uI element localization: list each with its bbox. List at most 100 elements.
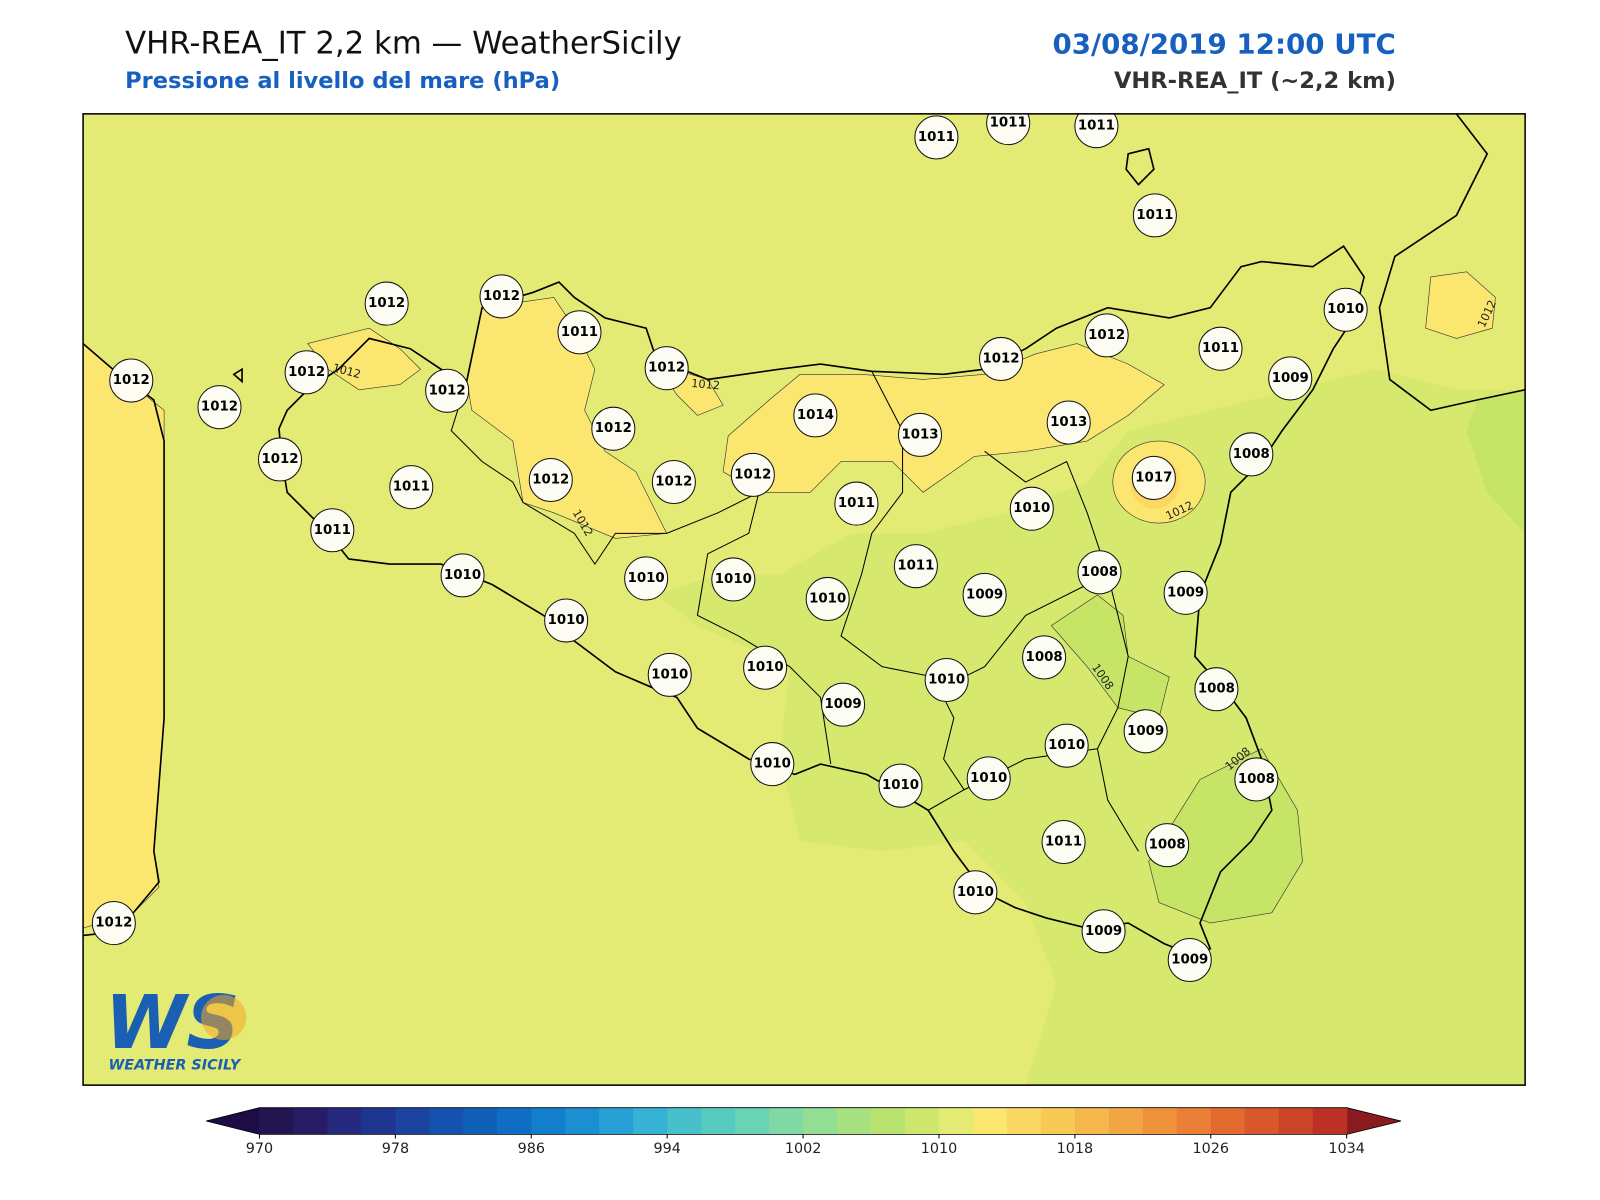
colorbar-segment [769, 1107, 804, 1135]
station-value: 1009 [1171, 953, 1208, 968]
station-value: 1012 [113, 373, 150, 388]
pressure-area [1425, 271, 1496, 339]
station-marker [962, 572, 1007, 617]
station-marker [1234, 757, 1279, 802]
colorbar-segment [803, 1107, 838, 1135]
station-marker [1044, 723, 1089, 768]
station: 1010 [878, 763, 923, 808]
colorbar-segment [463, 1107, 498, 1135]
colorbar-segment [395, 1107, 430, 1135]
colorbar-segment [1278, 1107, 1314, 1135]
station-value: 1010 [928, 673, 965, 688]
station: 1010 [1009, 486, 1054, 531]
station-marker [197, 385, 242, 430]
station-marker [1046, 400, 1091, 445]
station: 1012 [978, 336, 1024, 382]
station: 1010 [966, 756, 1011, 801]
station-marker [91, 901, 136, 946]
station-value: 1008 [1026, 650, 1063, 665]
station-value: 1012 [655, 475, 692, 490]
station: 1009 [1081, 909, 1126, 954]
station-marker [978, 336, 1024, 382]
colorbar-segment [1312, 1107, 1348, 1135]
colorbar-tick-label: 970 [246, 1141, 273, 1157]
pressure-area [83, 343, 165, 929]
station-marker [834, 481, 879, 526]
station-marker [1268, 356, 1313, 401]
colorbar-segment [565, 1107, 600, 1135]
station-marker [1009, 486, 1054, 531]
station: 1011 [1041, 819, 1086, 865]
station: 1009 [1163, 570, 1208, 615]
station-marker [1022, 635, 1067, 680]
station: 1009 [962, 572, 1007, 617]
station: 1011 [834, 481, 879, 526]
station: 1008 [1077, 550, 1122, 595]
station: 1011 [1074, 113, 1119, 149]
station: 1011 [914, 115, 959, 160]
station-value: 1011 [990, 116, 1027, 131]
station: 1011 [986, 113, 1031, 146]
colorbar-tick-label: 1034 [1328, 1141, 1365, 1157]
station-value: 1012 [1088, 328, 1125, 343]
station-marker [711, 557, 756, 602]
station: 1010 [711, 557, 756, 602]
station-marker [821, 682, 866, 727]
station: 1010 [743, 645, 788, 690]
station: 1010 [805, 576, 850, 622]
station: 1010 [1044, 723, 1089, 768]
station-marker [557, 310, 602, 355]
station-marker [364, 281, 409, 326]
station-marker [284, 350, 329, 395]
station-value: 1012 [982, 351, 1019, 366]
station-value: 1011 [897, 559, 934, 574]
station-value: 1012 [734, 467, 771, 482]
station-value: 1009 [1167, 585, 1204, 600]
colorbar: 970 978 986 994 1002 1010 1018 1026 1034 [206, 1107, 1402, 1157]
colorbar-tick-label: 978 [382, 1141, 409, 1157]
station-marker [440, 553, 485, 598]
station-marker [793, 393, 838, 438]
station-marker [1123, 709, 1168, 754]
datetime: 03/08/2019 12:00 UTC [1052, 27, 1395, 60]
station-value: 1012 [532, 473, 569, 488]
station-marker [644, 346, 689, 391]
station: 1017 [1131, 455, 1176, 500]
colorbar-segment [938, 1107, 974, 1135]
station: 1012 [284, 350, 329, 395]
station: 1008 [1145, 823, 1190, 868]
station: 1010 [440, 553, 485, 598]
colorbar-segment [599, 1107, 634, 1135]
station-value: 1011 [1078, 119, 1115, 134]
colorbar-segment [701, 1107, 736, 1135]
station: 1008 [1234, 757, 1279, 802]
station-value: 1009 [825, 697, 862, 712]
station: 1012 [197, 385, 242, 430]
station-value: 1010 [957, 885, 994, 900]
station-value: 1011 [393, 480, 430, 495]
contour-label: 1012 [691, 377, 721, 392]
station-marker [1074, 113, 1119, 149]
station: 1008 [1022, 635, 1067, 680]
station-marker [479, 274, 524, 319]
station-marker [257, 437, 303, 482]
colorbar-over [1346, 1107, 1402, 1135]
station-marker [1081, 909, 1126, 954]
station: 1012 [730, 452, 775, 497]
station-marker [750, 742, 795, 787]
station-marker [624, 556, 669, 601]
colorbar-segment [293, 1107, 328, 1135]
station-marker [651, 459, 696, 505]
station-value: 1008 [1149, 838, 1186, 853]
station: 1011 [1198, 326, 1243, 371]
station-value: 1012 [648, 361, 685, 376]
station-marker [389, 465, 434, 510]
colorbar-segment [1040, 1107, 1076, 1135]
station-value: 1010 [651, 667, 688, 682]
station-value: 1012 [595, 421, 632, 436]
station-value: 1010 [1013, 501, 1050, 516]
station-marker [924, 657, 969, 703]
station: 1010 [544, 598, 589, 643]
station: 1013 [1046, 400, 1091, 445]
colorbar-segment [1108, 1107, 1144, 1135]
